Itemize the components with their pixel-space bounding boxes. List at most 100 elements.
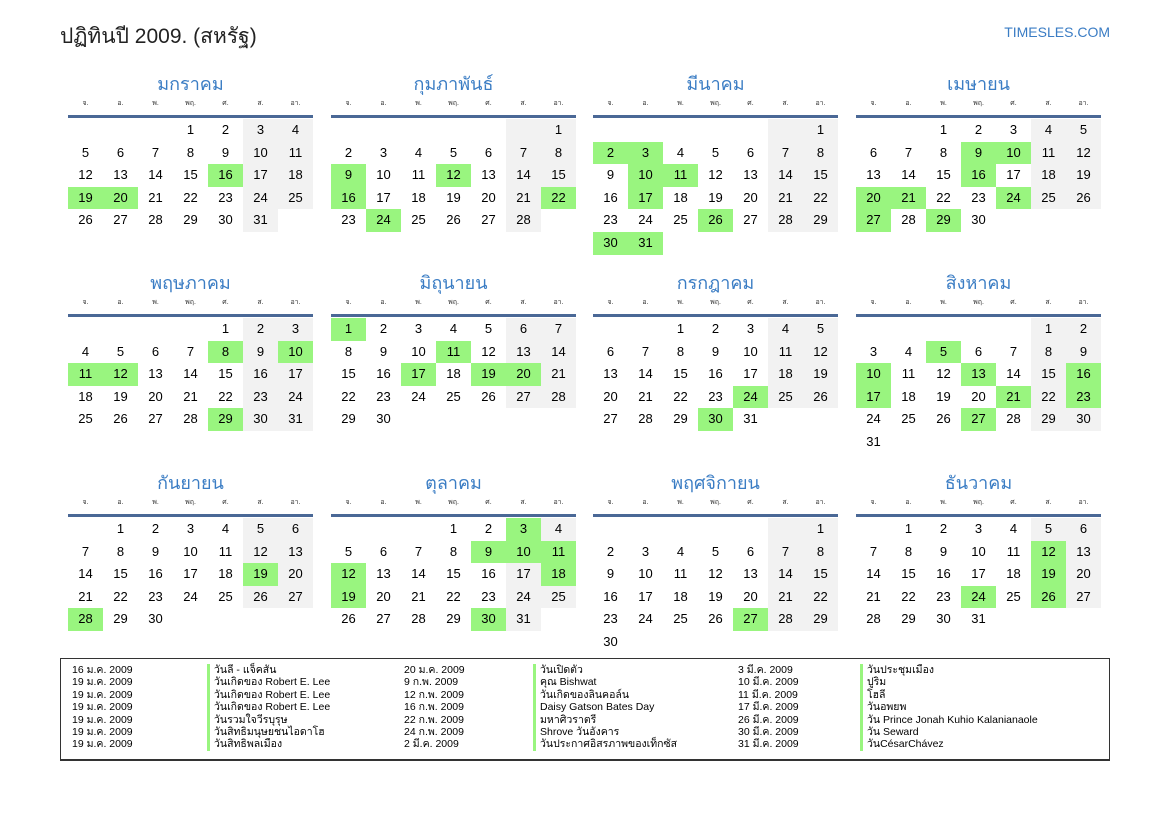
holiday-day-cell[interactable]: 21	[996, 385, 1031, 409]
day-cell[interactable]: 27	[278, 585, 313, 609]
day-cell[interactable]: 9	[151, 543, 160, 559]
day-cell[interactable]: 5	[711, 144, 720, 160]
day-cell[interactable]: 12	[1066, 141, 1101, 165]
holiday-day-cell[interactable]: 17	[628, 186, 663, 210]
holiday-day-cell[interactable]: 10	[628, 164, 663, 187]
day-cell[interactable]: 5	[243, 518, 278, 541]
day-cell[interactable]: 30	[971, 212, 986, 228]
day-cell[interactable]: 8	[904, 543, 913, 559]
day-cell[interactable]: 30	[218, 212, 233, 228]
day-cell[interactable]: 1	[904, 521, 913, 536]
day-cell[interactable]: 28	[768, 608, 803, 631]
day-cell[interactable]: 15	[1031, 363, 1066, 386]
holiday-day-cell[interactable]: 10	[506, 540, 541, 564]
day-cell[interactable]: 22	[803, 186, 838, 210]
day-cell[interactable]: 3	[186, 521, 195, 536]
day-cell[interactable]: 20	[603, 388, 618, 404]
holiday-day-cell[interactable]: 30	[593, 231, 628, 255]
day-cell[interactable]: 4	[1031, 119, 1066, 142]
day-cell[interactable]: 6	[484, 144, 493, 160]
day-cell[interactable]: 14	[768, 563, 803, 586]
holiday-day-cell[interactable]: 12	[436, 164, 471, 187]
holiday-day-cell[interactable]: 31	[628, 231, 663, 255]
day-cell[interactable]: 13	[1066, 540, 1101, 564]
day-cell[interactable]: 13	[148, 366, 163, 382]
day-cell[interactable]: 26	[243, 585, 278, 609]
day-cell[interactable]: 15	[803, 563, 838, 586]
day-cell[interactable]: 3	[641, 543, 650, 559]
day-cell[interactable]: 24	[183, 588, 198, 604]
day-cell[interactable]: 4	[449, 321, 458, 336]
day-cell[interactable]: 6	[379, 543, 388, 559]
day-cell[interactable]: 17	[243, 164, 278, 187]
holiday-day-cell[interactable]: 26	[1031, 585, 1066, 609]
day-cell[interactable]: 2	[606, 543, 615, 559]
day-cell[interactable]: 21	[148, 189, 163, 205]
day-cell[interactable]: 6	[606, 343, 615, 359]
holiday-day-cell[interactable]: 24	[996, 186, 1031, 210]
day-cell[interactable]: 2	[974, 122, 983, 137]
day-cell[interactable]: 6	[746, 144, 755, 160]
day-cell[interactable]: 21	[411, 588, 426, 604]
day-cell[interactable]: 18	[673, 588, 688, 604]
day-cell[interactable]: 8	[116, 543, 125, 559]
holiday-day-cell[interactable]: 11	[436, 340, 471, 364]
day-cell[interactable]: 16	[148, 566, 163, 582]
day-cell[interactable]: 3	[869, 343, 878, 359]
day-cell[interactable]: 9	[711, 343, 720, 359]
day-cell[interactable]: 2	[484, 521, 493, 536]
day-cell[interactable]: 22	[936, 189, 951, 205]
day-cell[interactable]: 2	[243, 318, 278, 341]
day-cell[interactable]: 25	[411, 212, 426, 228]
holiday-day-cell[interactable]: 27	[856, 209, 891, 232]
day-cell[interactable]: 15	[803, 164, 838, 187]
day-cell[interactable]: 26	[113, 411, 128, 427]
day-cell[interactable]: 29	[341, 411, 356, 427]
holiday-day-cell[interactable]: 1	[331, 318, 366, 341]
day-cell[interactable]: 5	[484, 321, 493, 336]
holiday-day-cell[interactable]: 16	[1066, 363, 1101, 386]
day-cell[interactable]: 11	[673, 566, 688, 582]
holiday-day-cell[interactable]: 12	[1031, 540, 1066, 564]
day-cell[interactable]: 9	[1066, 340, 1101, 364]
day-cell[interactable]: 26	[341, 611, 356, 627]
day-cell[interactable]: 19	[803, 363, 838, 386]
day-cell[interactable]: 18	[278, 164, 313, 187]
day-cell[interactable]: 19	[446, 189, 461, 205]
day-cell[interactable]: 31	[278, 408, 313, 431]
day-cell[interactable]: 7	[641, 343, 650, 359]
day-cell[interactable]: 4	[904, 343, 913, 359]
day-cell[interactable]: 30	[936, 611, 951, 627]
day-cell[interactable]: 28	[541, 385, 576, 409]
day-cell[interactable]: 17	[506, 563, 541, 586]
day-cell[interactable]: 9	[606, 566, 615, 582]
day-cell[interactable]: 23	[148, 588, 163, 604]
day-cell[interactable]: 11	[411, 167, 426, 183]
day-cell[interactable]: 10	[376, 167, 391, 183]
day-cell[interactable]: 29	[803, 209, 838, 232]
holiday-day-cell[interactable]: 16	[208, 164, 243, 187]
day-cell[interactable]: 4	[81, 343, 90, 359]
day-cell[interactable]: 18	[411, 189, 426, 205]
day-cell[interactable]: 13	[743, 167, 758, 183]
day-cell[interactable]: 29	[446, 611, 461, 627]
holiday-day-cell[interactable]: 9	[961, 141, 996, 165]
day-cell[interactable]: 18	[1006, 566, 1021, 582]
day-cell[interactable]: 4	[278, 119, 313, 142]
day-cell[interactable]: 8	[1031, 340, 1066, 364]
day-cell[interactable]: 9	[243, 340, 278, 364]
day-cell[interactable]: 29	[673, 411, 688, 427]
day-cell[interactable]: 29	[803, 608, 838, 631]
day-cell[interactable]: 27	[506, 385, 541, 409]
day-cell[interactable]: 5	[803, 318, 838, 341]
day-cell[interactable]: 5	[1066, 119, 1101, 142]
day-cell[interactable]: 23	[603, 611, 618, 627]
day-cell[interactable]: 7	[768, 540, 803, 564]
day-cell[interactable]: 20	[971, 388, 986, 404]
day-cell[interactable]: 3	[243, 119, 278, 142]
holiday-day-cell[interactable]: 16	[331, 186, 366, 210]
day-cell[interactable]: 28	[411, 611, 426, 627]
day-cell[interactable]: 21	[866, 588, 881, 604]
day-cell[interactable]: 21	[78, 588, 93, 604]
day-cell[interactable]: 11	[1006, 543, 1021, 559]
